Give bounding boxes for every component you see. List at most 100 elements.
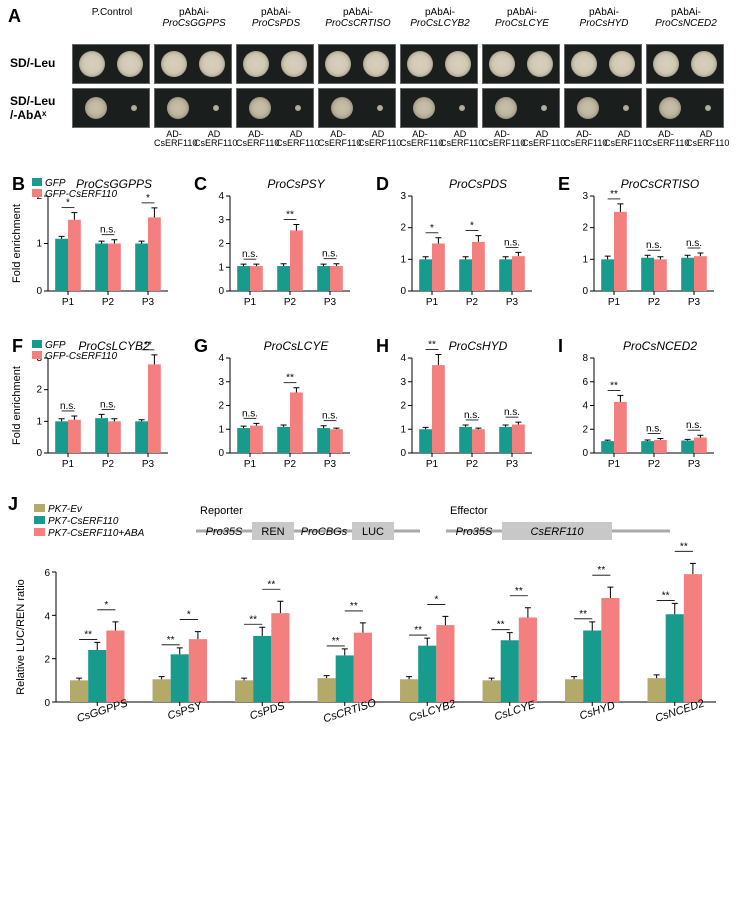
svg-text:**: ** [497,620,505,631]
panel-label: F [12,336,23,357]
svg-text:P3: P3 [324,459,337,470]
yeast-spot-photo [72,44,150,84]
svg-text:0: 0 [400,448,406,459]
svg-text:**: ** [610,380,618,391]
ad-label: ADCsERF110 [194,130,234,149]
svg-text:REN: REN [261,526,284,538]
ad-label: AD-CsERF110 [482,130,522,149]
ad-label: ADCsERF110 [440,130,480,149]
ad-label: AD-CsERF110 [318,130,358,149]
svg-text:*: * [187,610,191,621]
chip-chart-i: I02468**P1n.s.P2n.s.P3ProCsNCED2 [556,338,726,473]
svg-text:**: ** [680,541,688,552]
svg-text:**: ** [428,339,436,350]
svg-text:P2: P2 [284,297,297,308]
svg-text:1: 1 [36,239,42,250]
svg-text:P2: P2 [466,459,479,470]
svg-text:ProCBGs: ProCBGs [301,526,348,538]
svg-text:Fold enrichment: Fold enrichment [11,204,23,283]
svg-text:n.s.: n.s. [60,401,76,412]
panel-j-label: J [8,494,18,515]
svg-text:**: ** [286,373,294,384]
ad-label: ADCsERF110 [604,130,644,149]
yeast-spot-photo [564,88,642,128]
svg-text:1: 1 [218,262,224,273]
ad-label: ADCsERF110 [276,130,316,149]
svg-text:P3: P3 [506,297,519,308]
svg-text:**: ** [414,625,422,636]
svg-text:GFP: GFP [45,178,66,189]
svg-text:P1: P1 [62,459,75,470]
ad-label: ADCsERF110 [358,130,398,149]
svg-text:2: 2 [44,655,50,666]
svg-text:Pro35S: Pro35S [456,526,493,538]
svg-text:**: ** [610,189,618,200]
svg-text:*: * [104,600,108,611]
yeast-spot-photo [646,44,724,84]
svg-text:2: 2 [582,223,588,234]
svg-text:P3: P3 [324,297,337,308]
svg-text:P1: P1 [426,459,439,470]
svg-text:n.s.: n.s. [100,225,116,236]
svg-text:P1: P1 [62,297,75,308]
svg-text:**: ** [84,629,92,640]
chip-chart-e: E0123**P1n.s.P2n.s.P3ProCsCRTISO [556,176,726,311]
panel-a-col-header: pAbAi-ProCsNCED2 [646,8,726,29]
yeast-spot-photo [154,88,232,128]
svg-text:P3: P3 [142,297,155,308]
svg-text:Effector: Effector [450,505,488,517]
yeast-spot-photo [236,88,314,128]
svg-text:1: 1 [582,254,588,265]
panel-label: B [12,174,25,195]
svg-text:n.s.: n.s. [242,408,258,419]
svg-text:n.s.: n.s. [646,424,662,435]
svg-text:2: 2 [582,424,588,435]
ad-label: ADCsERF110 [522,130,562,149]
svg-text:Pro35S: Pro35S [206,526,243,538]
svg-text:PK7-CsERF110+ABA: PK7-CsERF110+ABA [48,528,145,539]
svg-text:1: 1 [400,254,406,265]
svg-text:P2: P2 [102,297,115,308]
svg-text:0: 0 [582,448,588,459]
svg-text:P3: P3 [688,459,701,470]
svg-text:**: ** [662,590,670,601]
svg-text:3: 3 [218,377,224,388]
svg-text:P3: P3 [142,459,155,470]
svg-text:0: 0 [400,286,406,297]
chip-chart-d: D0123*P1*P2n.s.P3ProCsPDS [374,176,544,311]
svg-text:P1: P1 [426,297,439,308]
svg-text:4: 4 [218,191,224,202]
svg-text:n.s.: n.s. [322,411,338,422]
svg-text:GFP-CsERF110: GFP-CsERF110 [45,351,117,362]
svg-text:ProCsPDS: ProCsPDS [449,177,507,191]
chip-chart-b: B012*P1n.s.P2*P3ProCsGGPPSGFPGFP-CsERF11… [10,176,180,311]
yeast-spot-photo [236,44,314,84]
svg-text:ProCsNCED2: ProCsNCED2 [623,339,697,353]
svg-text:P3: P3 [688,297,701,308]
svg-text:n.s.: n.s. [322,249,338,260]
svg-text:PK7-Ev: PK7-Ev [48,504,83,515]
svg-text:GFP: GFP [45,340,66,351]
yeast-spot-photo [482,88,560,128]
ad-label: AD-CsERF110 [236,130,276,149]
svg-text:n.s.: n.s. [504,407,520,418]
svg-text:CsPDS: CsPDS [248,700,287,723]
svg-text:n.s.: n.s. [100,399,116,410]
yeast-spot-photo [646,88,724,128]
svg-text:6: 6 [582,377,588,388]
panel-label: D [376,174,389,195]
panel-label: I [558,336,563,357]
svg-text:*: * [434,594,438,605]
panel-a-label: A [8,6,21,27]
svg-text:n.s.: n.s. [686,420,702,431]
svg-text:4: 4 [218,353,224,364]
svg-text:3: 3 [400,191,406,202]
panel-a-col-header: pAbAi-ProCsGGPPS [154,8,234,29]
svg-text:ProCsLCYE: ProCsLCYE [264,339,330,353]
yeast-spot-photo [400,88,478,128]
panel-label: H [376,336,389,357]
svg-text:1: 1 [36,416,42,427]
svg-text:n.s.: n.s. [242,249,258,260]
svg-text:ProCsCRTISO: ProCsCRTISO [621,177,699,191]
svg-text:*: * [470,221,474,232]
